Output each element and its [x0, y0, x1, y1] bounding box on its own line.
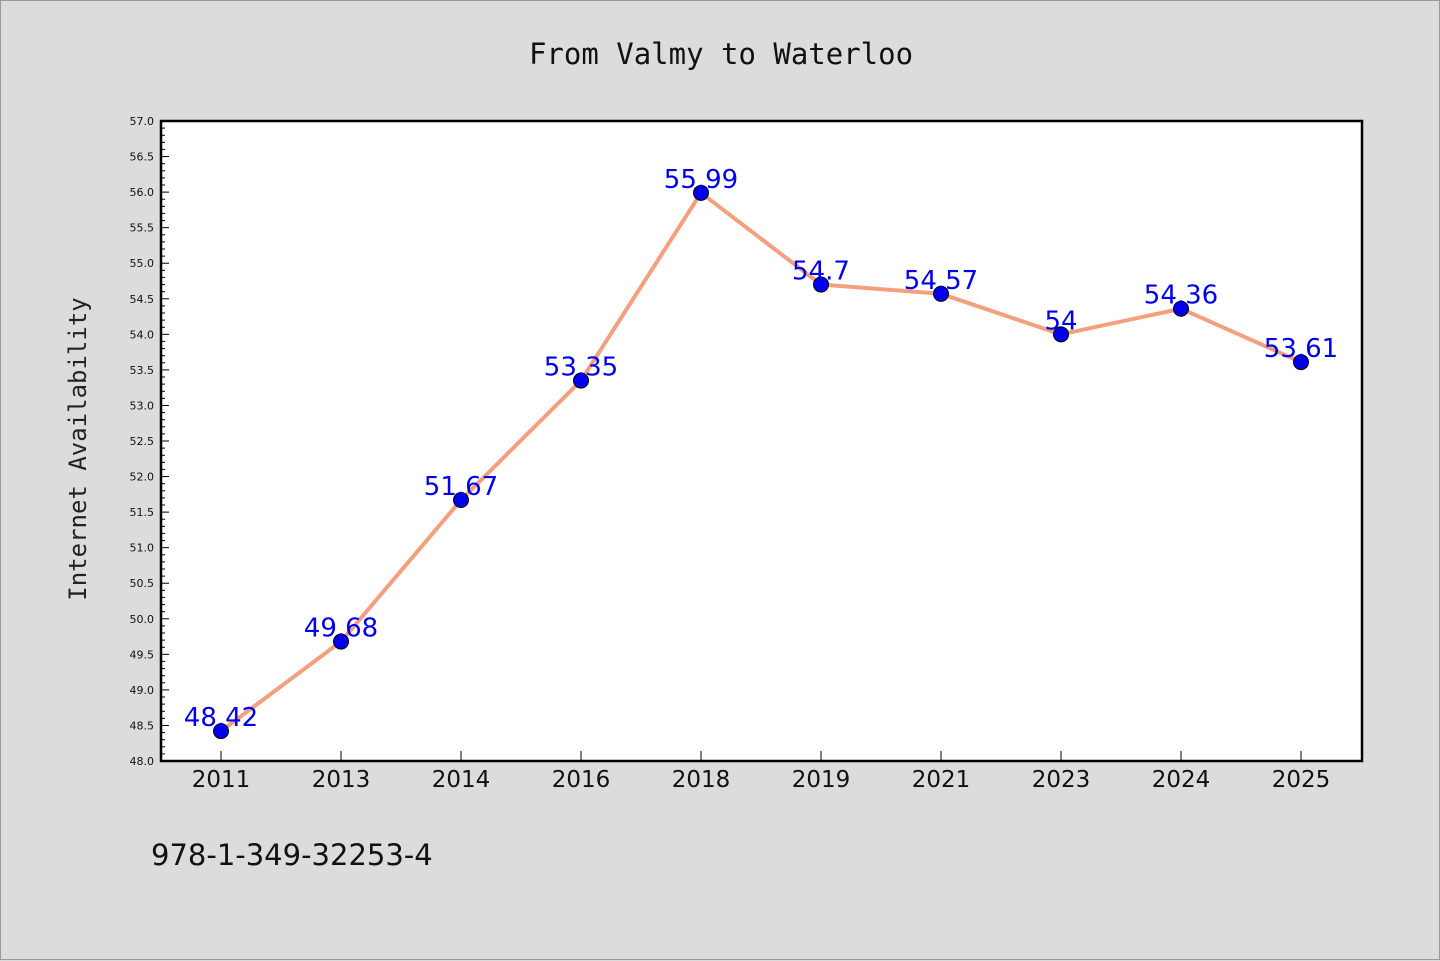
data-label: 49.68 [304, 614, 378, 644]
data-point [693, 184, 709, 201]
data-label: 55.99 [664, 165, 738, 195]
data-label: 54.57 [904, 266, 978, 296]
data-label: 48.42 [184, 703, 258, 733]
y-tick-label: 50.0 [130, 613, 155, 626]
y-tick-label: 50.5 [130, 577, 155, 590]
y-tick-label: 51.0 [130, 542, 155, 555]
y-tick-label: 56.0 [130, 186, 155, 199]
y-tick-label: 53.0 [130, 399, 155, 412]
y-tick-label: 55.0 [130, 257, 155, 270]
y-tick-label: 48.5 [130, 719, 155, 732]
x-tick-label: 2021 [912, 767, 971, 793]
y-tick-label: 54.5 [130, 293, 155, 306]
data-point [813, 276, 829, 293]
x-tick-label: 2014 [432, 767, 491, 793]
data-label: 53.35 [544, 353, 618, 383]
data-point [1053, 326, 1069, 343]
x-tick-label: 2025 [1272, 767, 1331, 793]
x-tick-label: 2011 [192, 767, 251, 793]
data-point [213, 723, 229, 740]
data-point [573, 372, 589, 389]
data-point [333, 633, 349, 650]
data-label: 54.36 [1144, 281, 1218, 311]
data-point [1293, 354, 1309, 371]
series-line [219, 190, 1303, 734]
data-label: 53.61 [1264, 334, 1338, 364]
x-tick-label: 2019 [792, 767, 851, 793]
x-tick-label: 2013 [312, 767, 371, 793]
y-tick-label: 48.0 [130, 755, 155, 768]
y-tick-label: 51.5 [130, 506, 155, 519]
chart-title: From Valmy to Waterloo [529, 37, 913, 71]
y-axis-label: Internet Availability [64, 297, 92, 600]
y-tick-label: 53.5 [130, 364, 155, 377]
y-tick-label: 55.5 [130, 222, 155, 235]
footer-code: 978-1-349-32253-4 [151, 838, 433, 872]
x-tick-label: 2018 [672, 767, 731, 793]
x-tick-label: 2016 [552, 767, 611, 793]
x-axis-ticks: 2011 2013 2014 2016 2018 2019 2021 2023 2024 2025 [192, 751, 1331, 793]
y-tick-label: 54.0 [130, 328, 155, 341]
data-label: 51.67 [424, 472, 498, 502]
data-label: 54 [1044, 306, 1077, 336]
y-tick-label: 57.0 [130, 115, 155, 128]
plot-frame [159, 119, 1364, 763]
x-tick-label: 2024 [1152, 767, 1211, 793]
y-tick-label: 49.0 [130, 684, 155, 697]
y-tick-label: 49.5 [130, 648, 155, 661]
y-tick-label: 52.0 [130, 471, 155, 484]
data-point [933, 285, 949, 302]
plot-area [161, 121, 1362, 761]
data-label: 54.7 [792, 257, 850, 287]
data-point [453, 492, 469, 509]
y-tick-label: 56.5 [130, 151, 155, 164]
y-tick-label: 52.5 [130, 435, 155, 448]
series-layer [213, 184, 1309, 740]
data-labels: 48.42 49.68 51.67 53.35 55.99 54.7 54.57 54 54.3… [184, 165, 1338, 733]
x-tick-label: 2023 [1032, 767, 1091, 793]
data-point [1173, 300, 1189, 317]
